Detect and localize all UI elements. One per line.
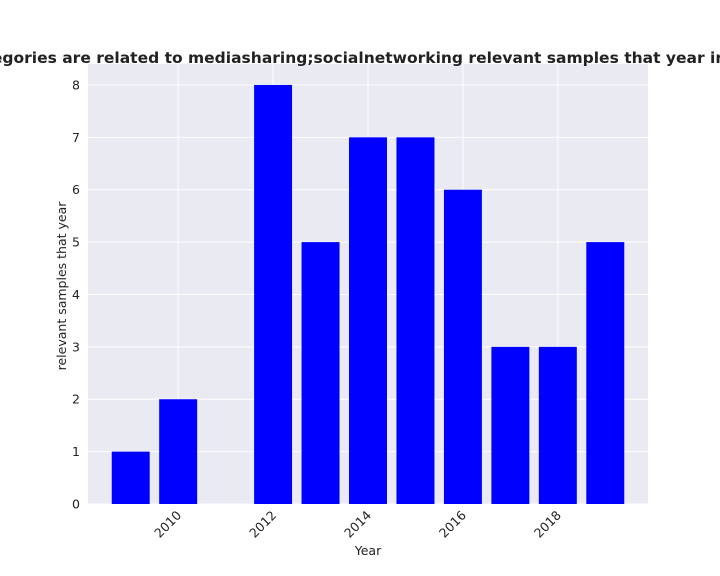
bar-2017 bbox=[491, 346, 530, 504]
y-tick-label: 4 bbox=[72, 287, 80, 302]
x-tick-labels: 2010 2012 2014 2016 2018 bbox=[151, 507, 564, 540]
y-tick-label: 2 bbox=[72, 392, 80, 407]
bar-2016 bbox=[443, 189, 482, 504]
bar-2010 bbox=[159, 399, 198, 504]
bar-2014 bbox=[349, 137, 387, 505]
y-tick-label: 8 bbox=[72, 77, 80, 92]
bar-2018 bbox=[538, 346, 577, 504]
x-tick-label: 2012 bbox=[246, 508, 279, 541]
bar-2009 bbox=[111, 451, 150, 504]
y-tick-labels: 0 1 2 3 4 5 6 7 8 bbox=[72, 77, 80, 511]
bar-2013 bbox=[301, 242, 340, 504]
chart-title: How many categories are related to media… bbox=[0, 49, 720, 67]
bar-2015 bbox=[396, 137, 435, 505]
y-tick-label: 1 bbox=[72, 444, 80, 459]
bars bbox=[111, 84, 625, 505]
y-tick-label: 0 bbox=[72, 497, 80, 512]
y-tick-label: 6 bbox=[72, 182, 80, 197]
bar-2012 bbox=[254, 84, 293, 504]
y-tick-label: 3 bbox=[72, 339, 80, 354]
x-axis-label: Year bbox=[354, 543, 382, 558]
x-tick-label: 2018 bbox=[531, 507, 564, 540]
x-tick-label: 2016 bbox=[436, 507, 469, 540]
y-tick-label: 5 bbox=[72, 235, 80, 250]
y-tick-label: 7 bbox=[72, 130, 80, 145]
x-tick-label: 2014 bbox=[341, 507, 374, 540]
x-tick-label: 2010 bbox=[151, 507, 184, 540]
y-axis-label: relevant samples that year bbox=[54, 201, 69, 371]
bar-2019 bbox=[586, 242, 625, 504]
